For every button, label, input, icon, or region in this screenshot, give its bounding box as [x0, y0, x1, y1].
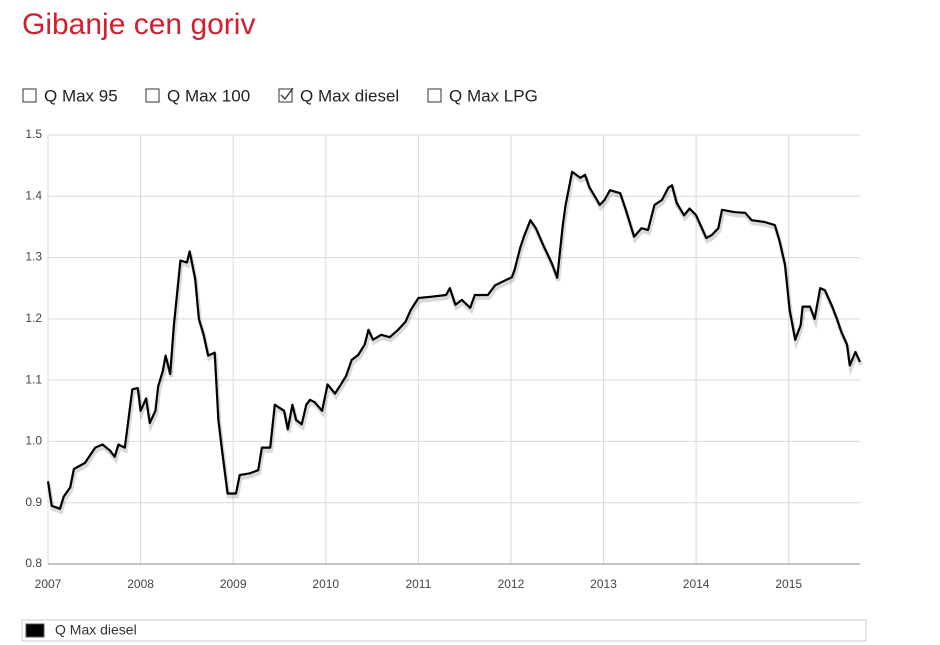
- y-tick-label: 1.4: [25, 188, 42, 202]
- x-tick-label: 2014: [683, 577, 710, 591]
- line-shadow: [47, 171, 863, 515]
- legend-swatch: [25, 623, 45, 638]
- x-tick-label: 2008: [127, 577, 154, 591]
- y-tick-label: 1.2: [25, 311, 42, 325]
- y-tick-label: 0.8: [25, 556, 42, 570]
- x-tick-label: 2011: [405, 577, 431, 591]
- checkbox[interactable]: [145, 88, 160, 103]
- legend-box: [21, 619, 867, 642]
- x-tick-label: 2007: [35, 577, 62, 591]
- legend-label: Q Max diesel: [55, 622, 137, 638]
- y-tick-label: 1.3: [25, 250, 42, 264]
- checkbox-label[interactable]: Q Max 100: [167, 86, 250, 105]
- y-tick-label: 1.0: [25, 434, 42, 448]
- x-tick-label: 2013: [590, 577, 617, 591]
- x-tick-label: 2015: [775, 577, 802, 591]
- checkbox-label[interactable]: Q Max diesel: [300, 86, 399, 105]
- checkmark: [280, 87, 294, 100]
- y-tick-label: 1.1: [25, 372, 42, 386]
- checkbox-label[interactable]: Q Max LPG: [449, 86, 538, 105]
- y-tick-label: 0.9: [25, 495, 42, 509]
- checkbox-label[interactable]: Q Max 95: [44, 86, 118, 105]
- checkbox[interactable]: [278, 88, 293, 103]
- checkbox[interactable]: [427, 88, 442, 103]
- x-tick-label: 2009: [220, 577, 247, 591]
- x-tick-label: 2012: [498, 577, 525, 591]
- x-tick-label: 2010: [312, 577, 339, 591]
- y-tick-label: 1.5: [25, 127, 42, 141]
- chart-title: Gibanje cen goriv: [22, 8, 255, 41]
- data-line: [46, 170, 861, 510]
- checkbox[interactable]: [22, 88, 37, 103]
